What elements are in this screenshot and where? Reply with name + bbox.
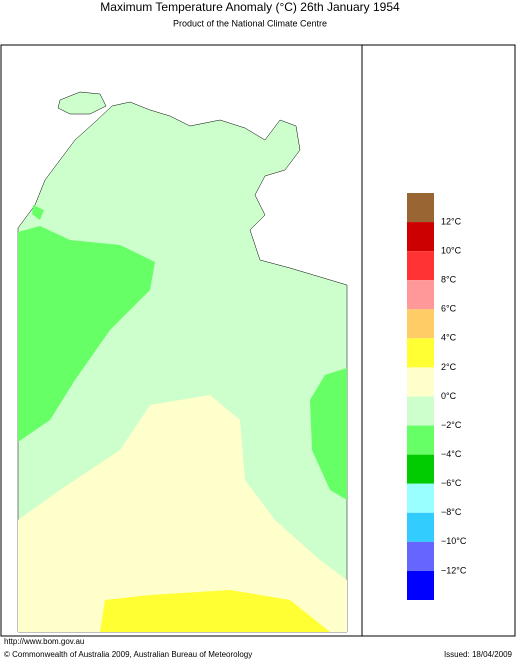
map [17,91,348,633]
legend-label: −8°C [441,507,462,517]
island [57,91,107,115]
legend-swatch [407,338,434,368]
legend-swatch [407,396,434,426]
region-green-east [310,368,347,500]
legend-swatch [407,367,434,397]
legend-frame [361,44,516,637]
legend-label: −6°C [441,478,462,488]
legend-label: 4°C [441,333,457,343]
footer-issued: Issued: 18/04/2009 [444,650,513,659]
region-light-yellow [18,395,347,632]
footer-url: http://www.bom.gov.au [4,637,84,646]
legend-label: 2°C [441,362,457,372]
subtitle: Product of the National Climate Centre [173,18,327,28]
legend-label: 0°C [441,391,457,401]
legend-swatch [407,280,434,310]
legend-swatch [407,570,434,600]
legend-swatch [407,541,434,571]
legend-swatch [407,425,434,455]
legend-label: −10°C [441,536,467,546]
region-green-north [32,205,44,220]
legend-label: 12°C [441,216,462,226]
legend: 12°C 10°C 8°C 6°C 4°C 2°C 0°C −2°C −4°C −6°C −8°C −… [407,193,467,600]
legend-swatch [407,251,434,281]
legend-swatch [407,512,434,542]
legend-swatch [407,193,434,223]
legend-label: 6°C [441,304,457,314]
legend-swatch [407,309,434,339]
legend-label: 10°C [441,246,462,256]
region-yellow [100,590,330,632]
region-green-west [18,226,155,442]
footer-copyright: © Commonwealth of Australia 2009, Austra… [4,650,252,659]
legend-label: 8°C [441,275,457,285]
legend-swatch [407,483,434,513]
title: Maximum Temperature Anomaly (°C) 26th Ja… [100,0,400,14]
legend-label: −12°C [441,565,467,575]
legend-label: −4°C [441,449,462,459]
legend-swatch [407,222,434,252]
legend-swatch [407,454,434,484]
legend-label: −2°C [441,420,462,430]
